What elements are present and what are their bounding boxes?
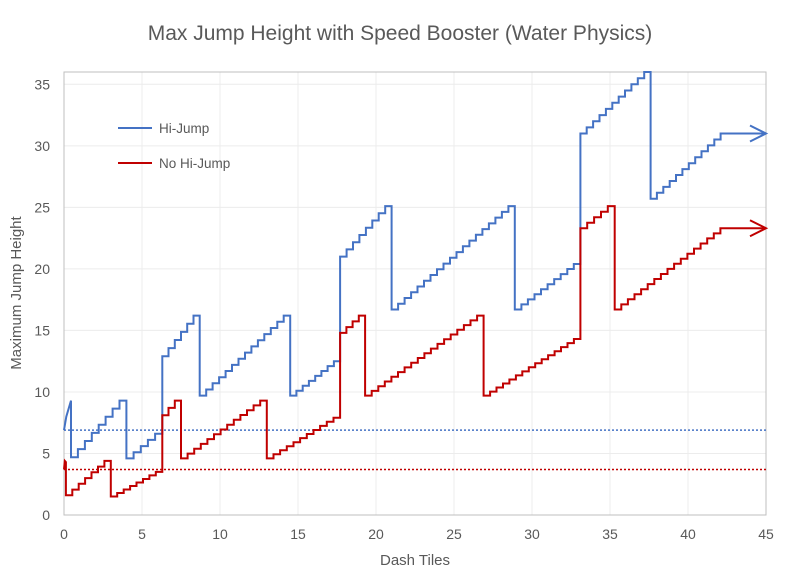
y-tick-label: 5 xyxy=(42,445,50,461)
series-layer xyxy=(63,71,769,498)
chart-title: Max Jump Height with Speed Booster (Wate… xyxy=(148,22,653,45)
x-tick-label: 15 xyxy=(290,526,306,542)
x-tick-label: 35 xyxy=(602,526,618,542)
y-tick-label: 10 xyxy=(34,384,50,400)
x-tick-label: 40 xyxy=(680,526,696,542)
series-line-hi-jump xyxy=(63,71,766,460)
y-tick-label: 35 xyxy=(34,76,50,92)
legend: Hi-Jump No Hi-Jump xyxy=(118,121,230,171)
y-tick-label: 20 xyxy=(34,261,50,277)
arrowhead-hi-jump xyxy=(749,124,769,143)
y-axis-ticks: 0 5 10 15 20 25 30 35 xyxy=(34,76,50,523)
y-axis-label: Maximum Jump Height xyxy=(8,215,25,369)
x-tick-label: 30 xyxy=(524,526,540,542)
plot-frame xyxy=(63,71,767,516)
x-tick-label: 45 xyxy=(758,526,774,542)
y-tick-label: 25 xyxy=(34,199,50,215)
x-axis-label: Dash Tiles xyxy=(380,552,450,569)
x-axis-ticks: 0 5 10 15 20 25 30 35 40 45 xyxy=(60,526,774,542)
x-tick-label: 0 xyxy=(60,526,68,542)
x-tick-label: 20 xyxy=(368,526,384,542)
series-line-no-hi-jump xyxy=(63,205,766,498)
y-tick-label: 15 xyxy=(34,322,50,338)
legend-label-no-hi-jump: No Hi-Jump xyxy=(159,156,230,171)
legend-label-hi-jump: Hi-Jump xyxy=(159,121,209,136)
y-tick-label: 30 xyxy=(34,138,50,154)
gridlines xyxy=(63,72,767,516)
x-tick-label: 10 xyxy=(212,526,228,542)
arrowhead-no-hi-jump xyxy=(749,219,769,238)
y-tick-label: 0 xyxy=(42,507,50,523)
x-tick-label: 25 xyxy=(446,526,462,542)
x-tick-label: 5 xyxy=(138,526,146,542)
